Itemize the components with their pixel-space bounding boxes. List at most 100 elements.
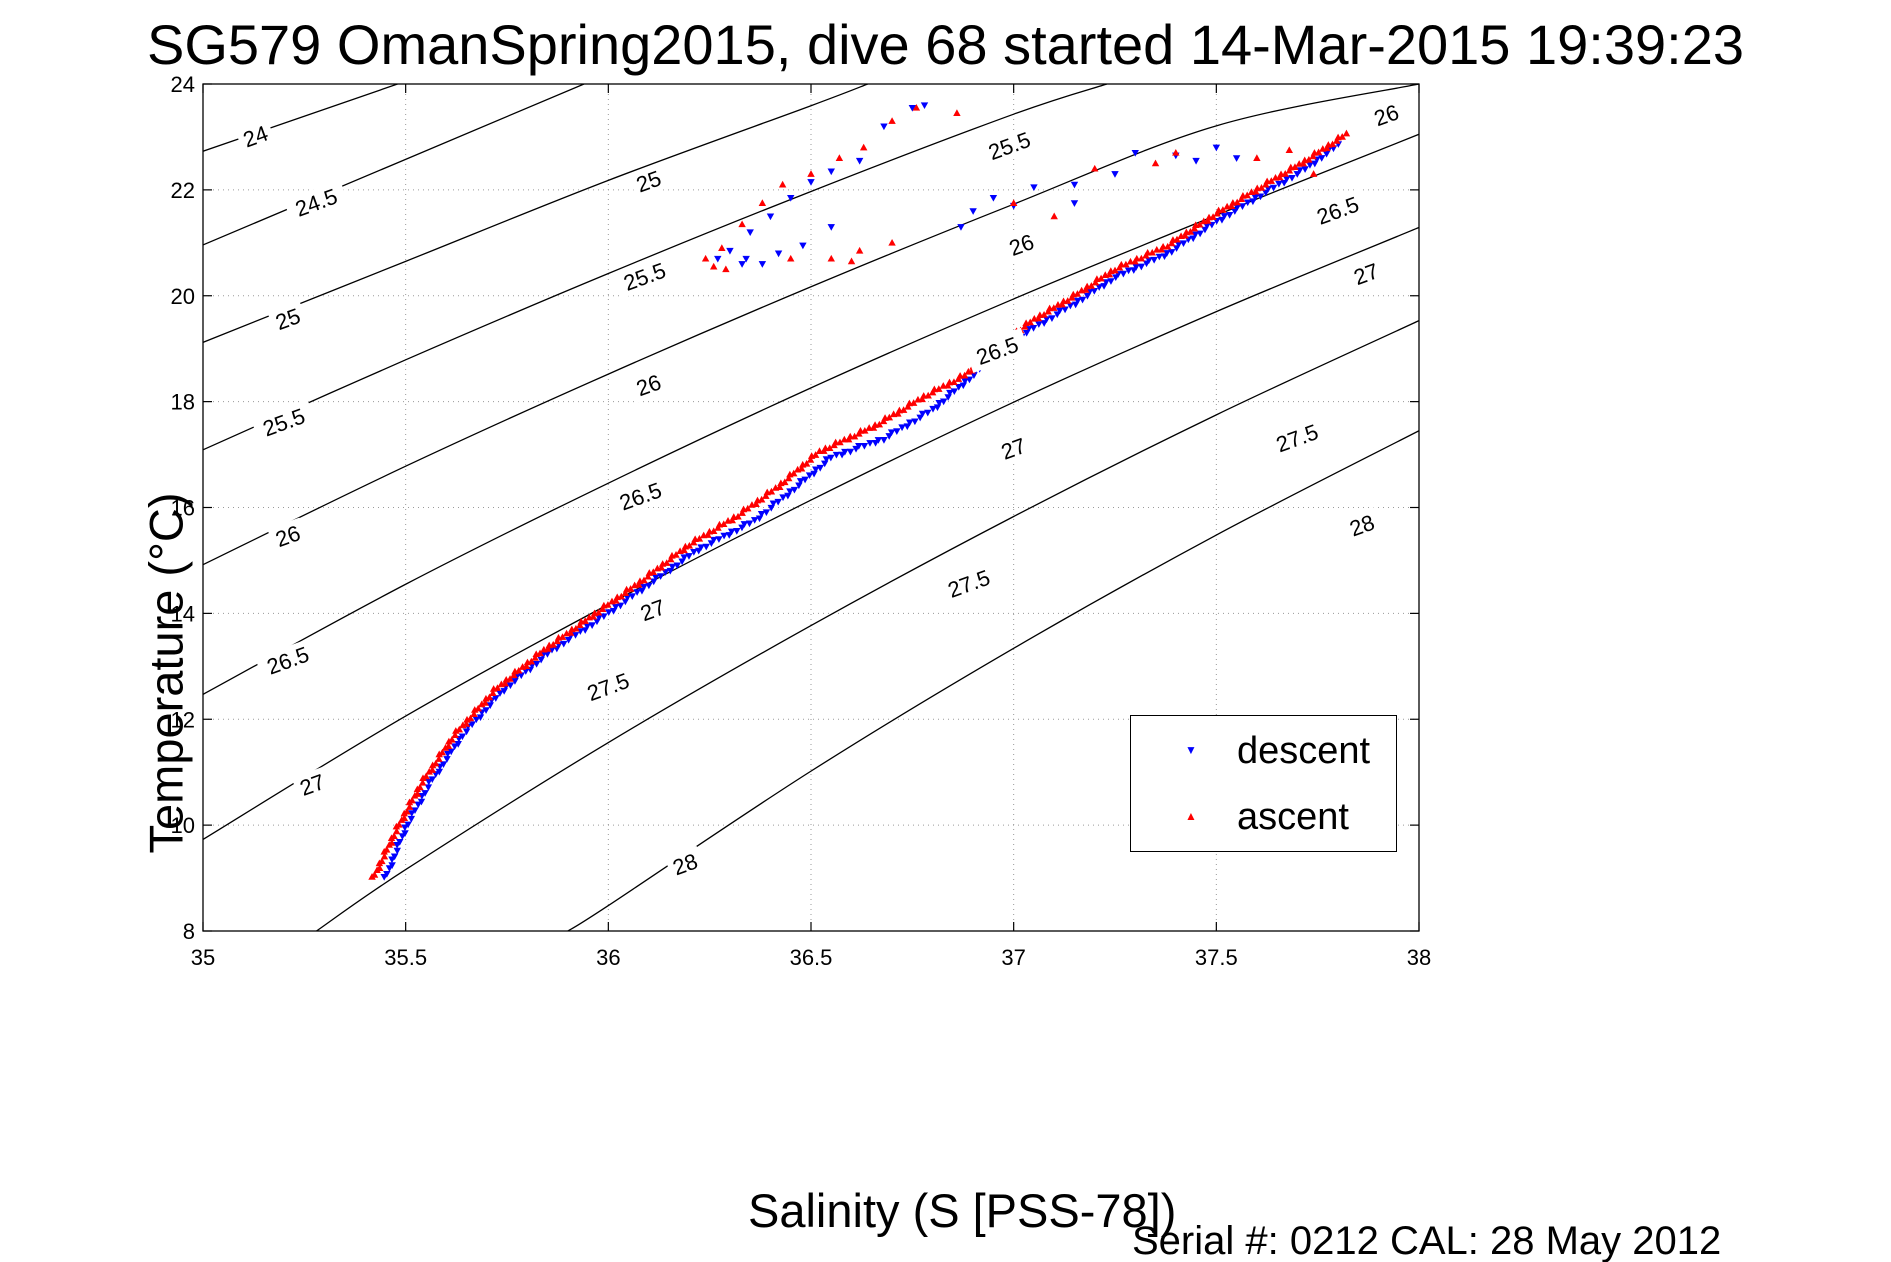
descent-point (766, 213, 775, 221)
ascent-point (485, 693, 494, 701)
descent-point (887, 429, 896, 437)
descent-point (1220, 213, 1229, 220)
contour-label-bg (267, 517, 309, 554)
descent-point (880, 123, 888, 131)
descent-point (1269, 184, 1278, 192)
ascent-point (1227, 202, 1236, 210)
ascent-point (576, 621, 584, 629)
x-tick-label: 38 (1407, 945, 1431, 970)
ascent-point (1332, 137, 1341, 144)
ascent-point (1050, 212, 1058, 220)
ascent-point (1091, 278, 1100, 286)
contour-label: 26.5 (973, 332, 1022, 370)
contour-label-bg (1264, 415, 1330, 461)
ascent-point (466, 714, 475, 722)
descent-point (680, 554, 688, 562)
ascent-point (757, 495, 766, 503)
descent-point (807, 179, 815, 186)
descent-point (690, 549, 698, 556)
legend-item-ascent: ▲ ascent (1131, 786, 1396, 846)
contour-label-bg (1345, 255, 1387, 292)
descent-point (774, 498, 782, 506)
ascent-point (888, 238, 896, 246)
contour-label: 27.5 (1273, 419, 1322, 457)
y-tick-label: 18 (171, 390, 195, 415)
ascent-point (474, 704, 482, 712)
ascent-point (451, 731, 459, 738)
axes-layer: 35 35.5 36 36.5 37 37.5 38 8 10 12 14 16 18 20 22 24 (171, 72, 1432, 970)
descent-point (1061, 306, 1069, 314)
descent-point (560, 640, 568, 648)
descent-point (702, 543, 710, 551)
ascent-point (1323, 144, 1331, 152)
descent-point (1238, 203, 1247, 210)
density-contour-line (203, 84, 398, 152)
descent-point (1256, 193, 1265, 201)
descent-point (640, 583, 648, 591)
y-tick-label: 10 (171, 813, 195, 838)
ascent-point (470, 710, 478, 717)
descent-point (1150, 256, 1158, 264)
descent-point (1196, 230, 1204, 238)
descent-point (1040, 320, 1048, 327)
descent-point (939, 398, 948, 406)
descent-point (750, 517, 759, 524)
ascent-point (744, 504, 752, 512)
ascent-point (662, 559, 671, 566)
ascent-point (752, 500, 760, 507)
ascent-point (1181, 231, 1189, 239)
descent-point (841, 448, 849, 456)
descent-point (757, 511, 766, 518)
descent-point (893, 428, 901, 435)
ascent-point (1328, 140, 1337, 148)
ascent-point (718, 244, 726, 251)
descent-point (1137, 263, 1146, 271)
contour-label-group: 26 (267, 517, 309, 554)
descent-point (396, 839, 404, 846)
ascent-point (1186, 228, 1195, 235)
legend-item-descent: ▼ descent (1131, 720, 1396, 780)
ascent-point (572, 624, 580, 632)
contour-label-bg (628, 366, 669, 403)
ascent-point (797, 464, 806, 472)
ascent-point (710, 527, 718, 535)
chart-title: SG579 OmanSpring2015, dive 68 started 14… (146, 13, 1744, 76)
ascent-point (714, 524, 722, 531)
ascent-point (558, 633, 567, 640)
descent-point (685, 553, 693, 560)
ascent-point (1064, 297, 1072, 304)
ascent-point (462, 720, 471, 727)
ascent-point (383, 845, 391, 853)
descent-point (1070, 200, 1079, 207)
ascent-point (435, 755, 443, 762)
ascent-point (1021, 322, 1029, 330)
descent-point (1029, 325, 1038, 332)
descent-point (628, 593, 636, 600)
contour-label-group: 25.5 (611, 253, 678, 299)
contour-label-group: 27 (1345, 255, 1387, 292)
ascent-point (1314, 148, 1323, 156)
ascent-point (1252, 187, 1260, 195)
descent-point (935, 400, 943, 407)
ascent-point (885, 413, 894, 421)
contour-label-group: 25 (267, 300, 309, 337)
ascent-point (847, 257, 856, 265)
descent-point (1078, 296, 1087, 304)
ascent-point (566, 629, 575, 636)
contour-label-group: 25.5 (976, 123, 1042, 169)
descent-point (969, 208, 977, 215)
ascent-point (604, 601, 612, 608)
x-tick-label: 35 (191, 945, 215, 970)
legend-label-ascent: ascent (1237, 796, 1349, 838)
y-tick-label: 14 (171, 601, 195, 626)
ascent-point (380, 852, 389, 860)
descent-point (1053, 311, 1061, 319)
contour-layer (203, 84, 1419, 931)
descent-point (827, 454, 835, 462)
contour-label: 27.5 (584, 668, 633, 706)
descent-point (871, 439, 880, 447)
descent-point (1066, 302, 1075, 310)
descent-point (920, 102, 929, 109)
ascent-point (879, 417, 888, 425)
ascent-point (515, 666, 523, 674)
